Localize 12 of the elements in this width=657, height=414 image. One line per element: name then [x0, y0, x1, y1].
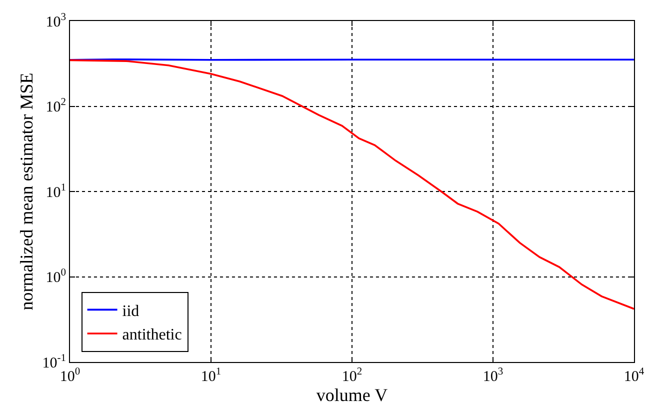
x-axis-title: volume V: [316, 385, 388, 406]
y-tick-label: 10$^{0}$: [46, 268, 66, 286]
legend-label: antithetic: [122, 326, 182, 344]
legend-label: iid: [122, 302, 140, 320]
x-tick-label: 10$^{2}$: [342, 366, 362, 385]
y-tick-label: 10$^{1}$: [46, 182, 66, 201]
y-tick-label: 10$^{3}$: [46, 12, 66, 30]
y-axis-title: normalized mean estimator MSE: [16, 72, 36, 310]
x-tick-label: 10$^{3}$: [482, 366, 504, 385]
y-tick-label: 10$^{2}$: [46, 97, 66, 116]
x-tick-label: 10$^{1}$: [200, 366, 222, 385]
x-tick-label: 10$^{4}$: [624, 366, 645, 385]
